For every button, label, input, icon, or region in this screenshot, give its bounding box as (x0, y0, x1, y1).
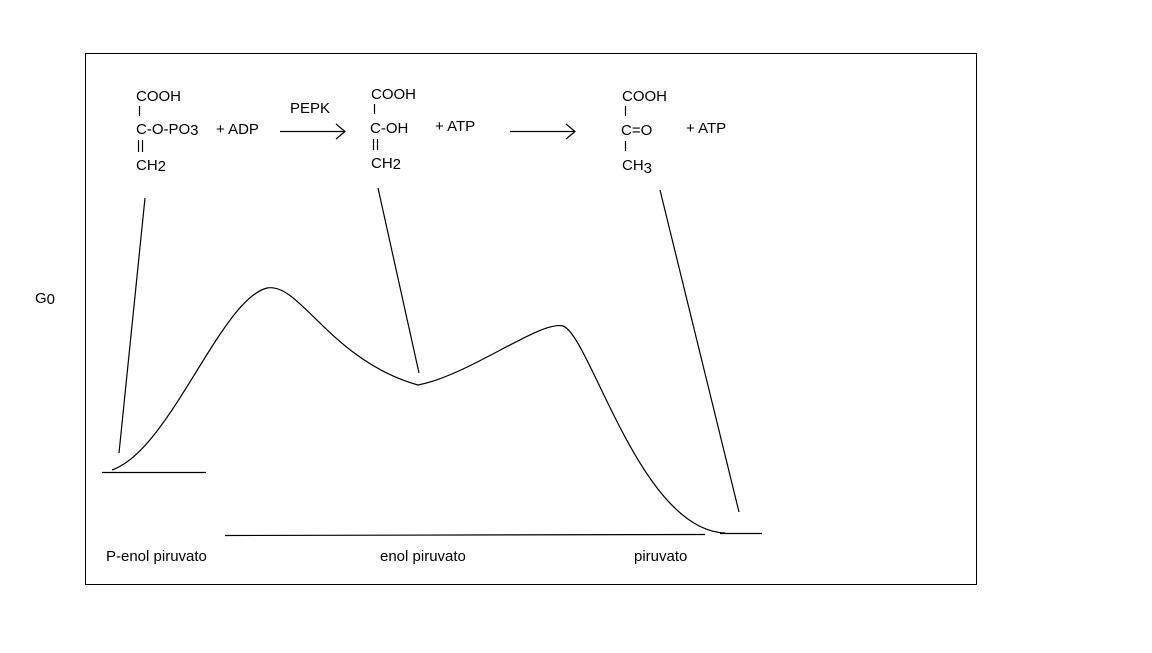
energy-curve (111, 287, 726, 534)
molecule-bottom-main: CH (136, 157, 158, 174)
pointer-line (659, 189, 740, 513)
baseline (224, 533, 706, 537)
molecule-bottom-main: CH (371, 155, 393, 172)
molecule-bottom: CH2 (136, 157, 166, 175)
molecule-top: COOH (371, 86, 416, 103)
axis-label-main: G (35, 290, 47, 307)
molecule: COOH C=O CH3 (621, 88, 667, 177)
arrow (280, 123, 346, 140)
axis-label-sub: 0 (47, 291, 55, 308)
molecule-top: COOH (136, 88, 181, 105)
arrow (510, 123, 576, 140)
molecule-middle: C=O (621, 122, 652, 139)
molecule-bottom-main: CH (622, 157, 644, 174)
molecule-middle: C-OH (370, 120, 408, 137)
pointer-line (377, 187, 420, 374)
reagent: + ADP (216, 121, 259, 138)
state-label: piruvato (634, 548, 687, 565)
molecule-bottom-sub: 2 (393, 156, 401, 173)
molecule-middle-sub: 3 (190, 122, 198, 139)
molecule-top: COOH (622, 88, 667, 105)
molecule: COOH C-O-PO3 CH2 (136, 88, 199, 175)
frame (85, 53, 977, 585)
state-label: enol piruvato (380, 548, 466, 565)
molecule-bottom: CH2 (371, 155, 401, 173)
enzyme: PEPK (290, 100, 330, 117)
pointer-line (118, 197, 146, 454)
axis-label: G0 (35, 290, 55, 308)
product: + ATP (435, 118, 475, 135)
molecule: COOH C-OH CH2 (370, 86, 416, 173)
molecule-middle-main: C-O-PO (136, 121, 190, 138)
product: + ATP (686, 120, 726, 137)
molecule-bottom-sub: 2 (158, 158, 166, 175)
molecule-middle: C-O-PO3 (136, 121, 199, 139)
state-label: P-enol piruvato (106, 548, 207, 565)
molecule-bottom-sub: 3 (644, 160, 652, 177)
molecule-bottom: CH3 (622, 157, 652, 177)
